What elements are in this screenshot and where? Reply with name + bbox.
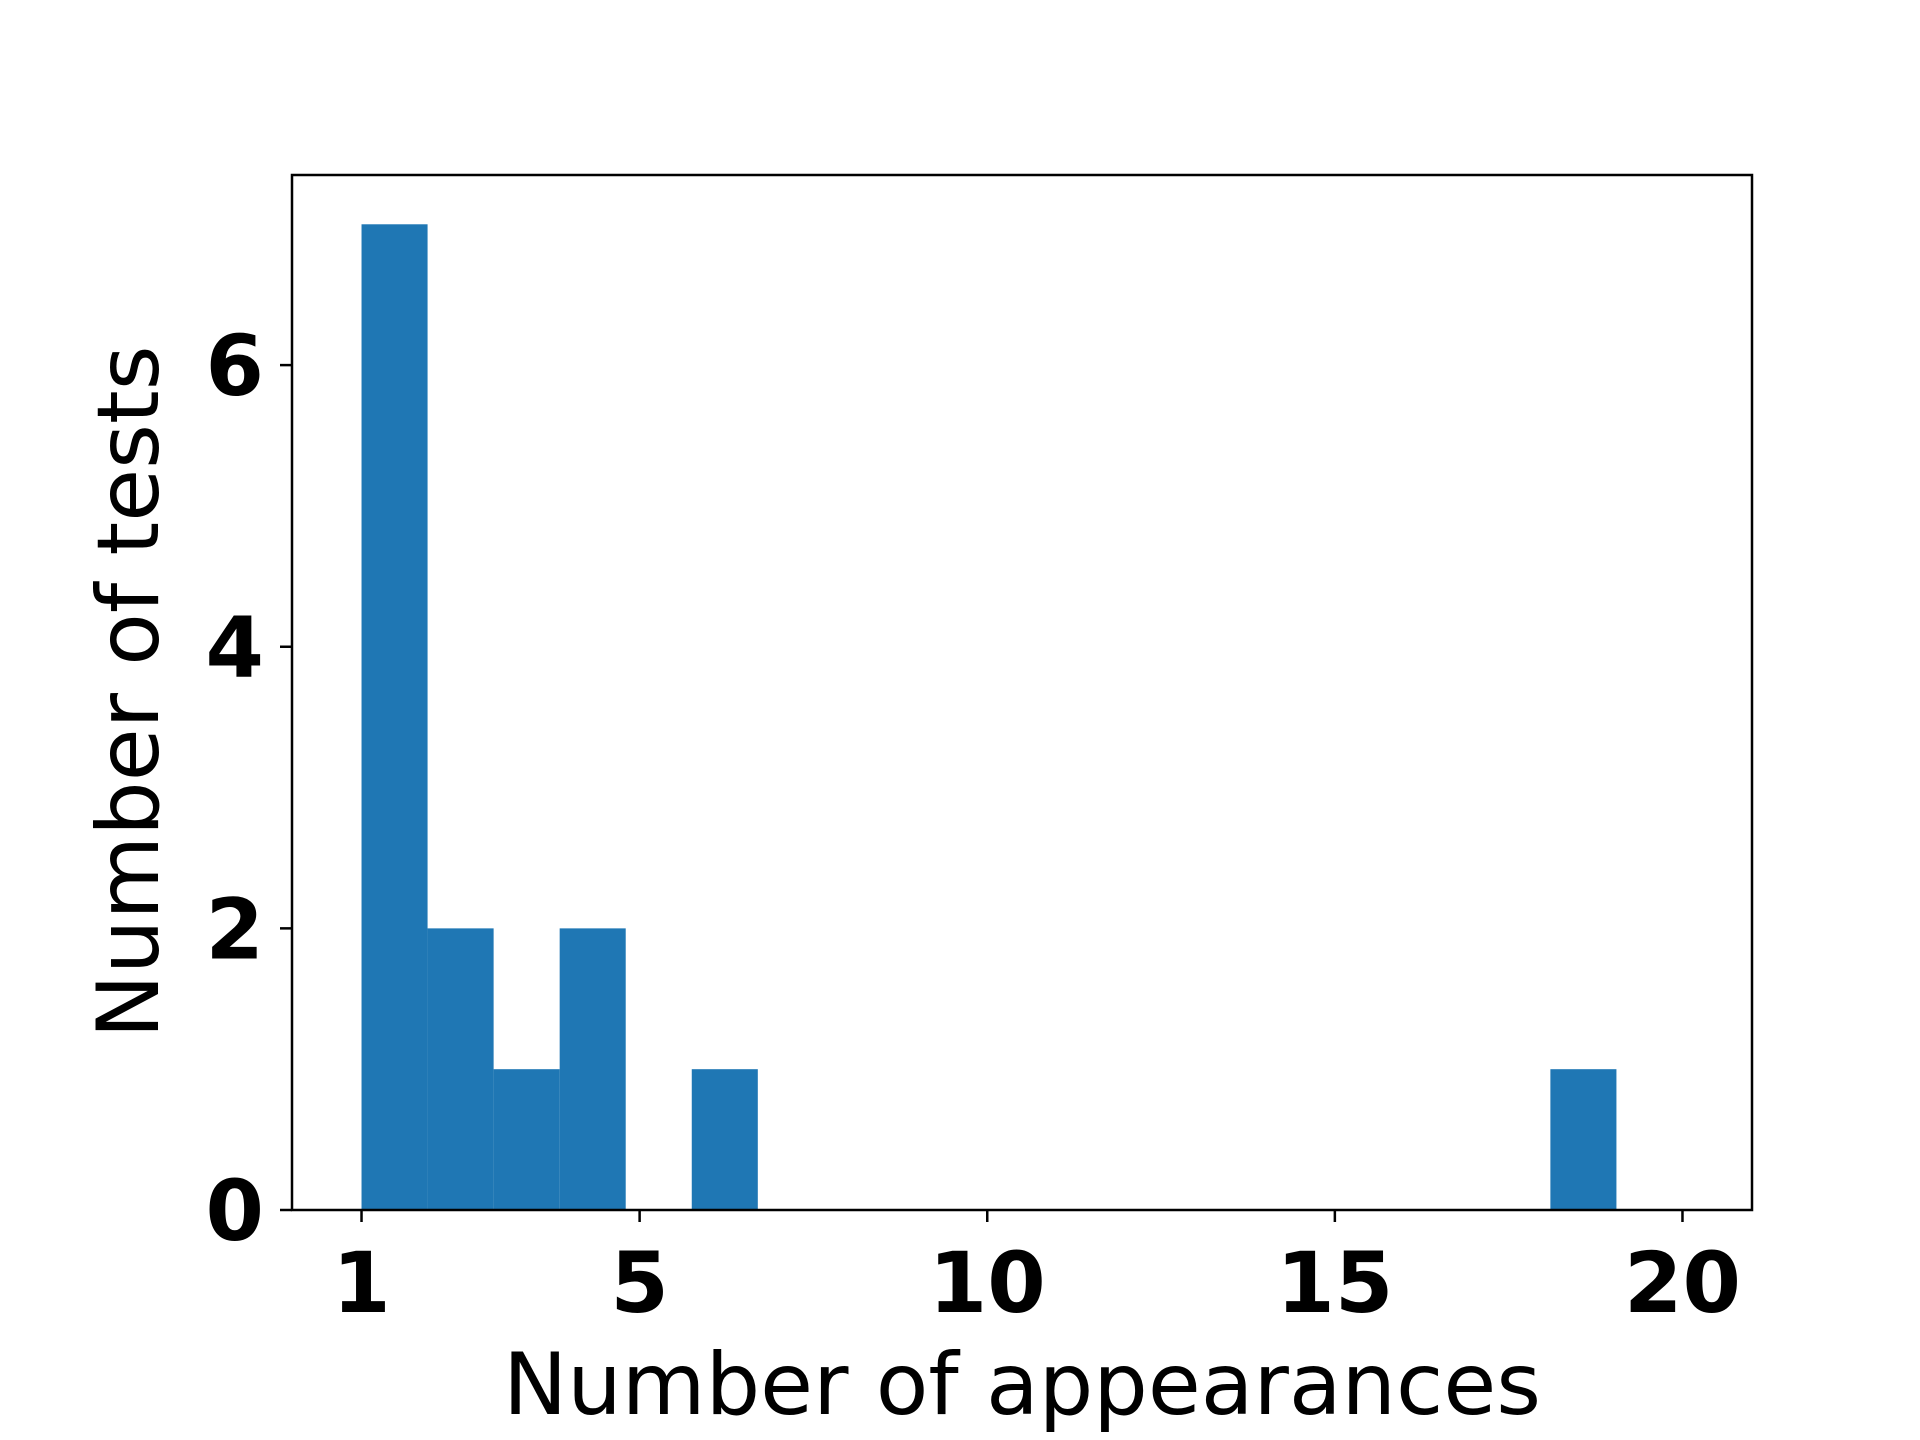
y-tick-label: 2 <box>206 880 264 978</box>
x-tick-label: 10 <box>929 1234 1046 1332</box>
y-axis-label: Number of tests <box>79 346 179 1039</box>
histogram-bar-5 <box>691 1069 758 1210</box>
x-tick-label: 5 <box>610 1234 668 1332</box>
y-tick-label: 0 <box>206 1162 264 1260</box>
histogram-bar-3 <box>559 928 626 1210</box>
histogram-bar-2 <box>493 1069 560 1210</box>
y-tick-label: 4 <box>206 599 264 697</box>
x-tick-label: 20 <box>1624 1234 1741 1332</box>
plot-frame <box>290 173 1754 1212</box>
x-axis-label: Number of appearances <box>503 1335 1541 1435</box>
x-tick-label: 15 <box>1276 1234 1393 1332</box>
bars-layer <box>361 224 1617 1211</box>
x-tick-label: 1 <box>332 1234 390 1332</box>
histogram-bar-1 <box>427 928 494 1210</box>
histogram-bar-0 <box>361 224 428 1211</box>
y-tick-label: 6 <box>206 317 264 415</box>
histogram-bar-18 <box>1550 1069 1617 1210</box>
